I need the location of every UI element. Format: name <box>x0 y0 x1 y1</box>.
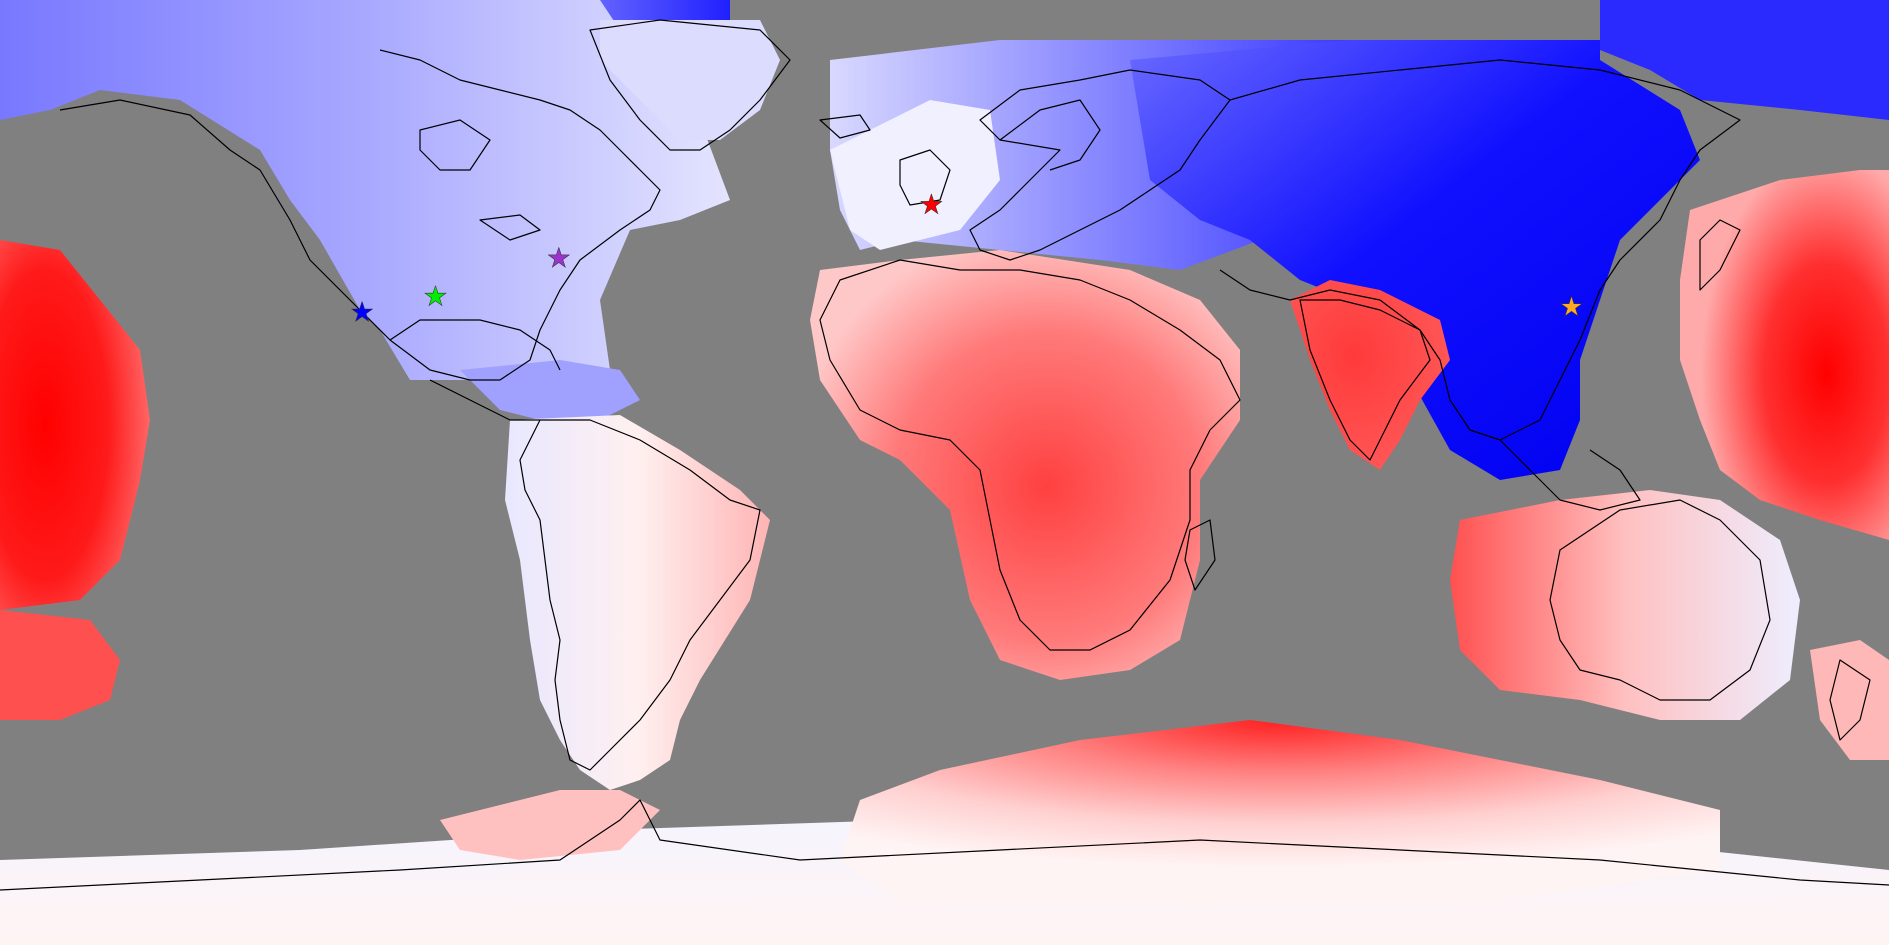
coastline-india <box>1299 299 1431 461</box>
africa-anomaly <box>810 250 1240 680</box>
south-pacific-anomaly <box>0 610 120 720</box>
coastline-south-america <box>519 419 761 771</box>
coastline-antarctica <box>0 799 1889 891</box>
coastline-madagascar <box>1184 519 1216 591</box>
coastline-hudson-bay <box>419 119 491 171</box>
central-america-anomaly <box>460 360 640 420</box>
coastline-gulf-mexico <box>389 319 561 371</box>
coastline-scandinavia <box>999 99 1101 171</box>
new-zealand-anomaly <box>1810 640 1889 760</box>
coastline-new-zealand <box>1829 659 1871 741</box>
west-pacific-anomaly <box>1680 170 1889 540</box>
coastline-britain <box>899 149 951 206</box>
asia-anomaly <box>1130 40 1700 480</box>
coastline-north-america <box>59 49 661 381</box>
north-america-anomaly <box>0 0 730 400</box>
coastline-africa <box>819 259 1241 651</box>
coastline-japan <box>1699 219 1741 291</box>
coastline-central-america <box>429 379 540 421</box>
coastline-australia <box>1549 499 1771 701</box>
coastline-great-lakes <box>479 214 541 241</box>
coastline-iceland <box>819 114 871 139</box>
coastline-asia <box>1219 59 1741 441</box>
coastline-southeast-asia <box>1499 439 1641 511</box>
south-america-anomaly <box>505 415 770 790</box>
western-europe-anomaly <box>830 100 1000 250</box>
east-pacific-anomaly <box>0 240 150 610</box>
india-anomaly <box>1290 280 1450 470</box>
antarctic-peninsula-anomaly <box>440 790 660 860</box>
coastline-europe <box>969 69 1231 261</box>
australia-anomaly <box>1450 490 1800 720</box>
coastlines <box>0 19 1889 891</box>
arctic-anomaly-band-east <box>1600 0 1889 120</box>
antarctic-anomaly <box>840 720 1720 905</box>
greenland-anomaly <box>600 20 780 140</box>
coastline-greenland <box>589 19 791 151</box>
